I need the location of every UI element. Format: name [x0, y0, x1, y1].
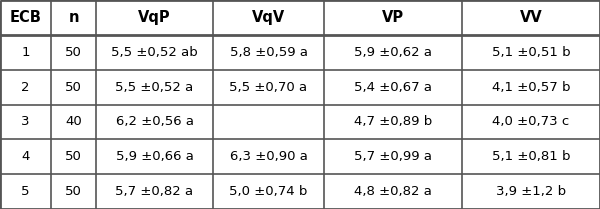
Text: 5,0 ±0,74 b: 5,0 ±0,74 b	[229, 185, 308, 198]
Text: 4,8 ±0,82 a: 4,8 ±0,82 a	[354, 185, 432, 198]
Text: 5,5 ±0,52 ab: 5,5 ±0,52 ab	[111, 46, 198, 59]
Text: 4: 4	[22, 150, 29, 163]
Text: 5,7 ±0,99 a: 5,7 ±0,99 a	[354, 150, 432, 163]
Text: 4,1 ±0,57 b: 4,1 ±0,57 b	[492, 81, 570, 94]
Text: 5,4 ±0,67 a: 5,4 ±0,67 a	[354, 81, 432, 94]
Text: 5: 5	[21, 185, 30, 198]
Text: 50: 50	[65, 150, 82, 163]
Text: n: n	[68, 10, 79, 25]
Text: 3,9 ±1,2 b: 3,9 ±1,2 b	[496, 185, 566, 198]
Text: 5,8 ±0,59 a: 5,8 ±0,59 a	[229, 46, 308, 59]
Text: 6,2 ±0,56 a: 6,2 ±0,56 a	[115, 115, 193, 128]
Text: 5,7 ±0,82 a: 5,7 ±0,82 a	[115, 185, 194, 198]
Text: VV: VV	[520, 10, 542, 25]
Text: 5,5 ±0,70 a: 5,5 ±0,70 a	[229, 81, 308, 94]
Text: 5,1 ±0,51 b: 5,1 ±0,51 b	[491, 46, 571, 59]
Text: 5,9 ±0,62 a: 5,9 ±0,62 a	[354, 46, 432, 59]
Text: 6,3 ±0,90 a: 6,3 ±0,90 a	[230, 150, 307, 163]
Text: 5,5 ±0,52 a: 5,5 ±0,52 a	[115, 81, 194, 94]
Text: 50: 50	[65, 185, 82, 198]
Text: 5,9 ±0,66 a: 5,9 ±0,66 a	[116, 150, 193, 163]
Text: VqP: VqP	[138, 10, 171, 25]
Text: 2: 2	[21, 81, 30, 94]
Text: 4,7 ±0,89 b: 4,7 ±0,89 b	[354, 115, 432, 128]
Text: 50: 50	[65, 81, 82, 94]
Text: 5,1 ±0,81 b: 5,1 ±0,81 b	[492, 150, 570, 163]
Text: 40: 40	[65, 115, 82, 128]
Text: ECB: ECB	[10, 10, 41, 25]
Text: 4,0 ±0,73 c: 4,0 ±0,73 c	[493, 115, 569, 128]
Text: VP: VP	[382, 10, 404, 25]
Text: VqV: VqV	[252, 10, 285, 25]
Text: 1: 1	[21, 46, 30, 59]
Text: 3: 3	[21, 115, 30, 128]
Text: 50: 50	[65, 46, 82, 59]
